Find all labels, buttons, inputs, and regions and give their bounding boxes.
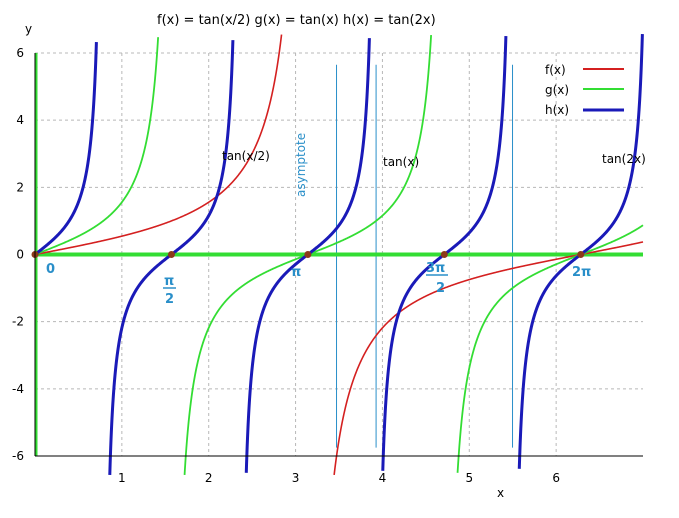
y-axis-label: y <box>25 22 32 36</box>
x-tick-label: 1 <box>118 471 126 485</box>
f-curve-label: tan(x/2) <box>222 149 270 163</box>
h-curve-label: tan(2x) <box>602 152 646 166</box>
two-pi-label: 2π <box>572 265 591 280</box>
legend-label-f: f(x) <box>545 63 566 77</box>
y-tick-label: -2 <box>12 315 24 329</box>
tick-labels: 1 2 3 4 5 6 6 4 2 0 -2 -4 -6 <box>12 46 560 485</box>
three-pi-over-2-denominator: 2 <box>436 281 445 296</box>
point-2π <box>577 251 585 258</box>
x-tick-label: 6 <box>552 471 560 485</box>
pi-over-2-denominator: 2 <box>165 292 174 307</box>
point-π/2 <box>167 251 175 258</box>
point-π <box>304 251 312 258</box>
x-axis-label: x <box>497 486 504 500</box>
y-tick-label: 6 <box>16 46 24 60</box>
legend: f(x) g(x) h(x) <box>545 63 624 117</box>
zero-label: 0 <box>46 262 55 277</box>
marked-points <box>31 251 585 258</box>
x-tick-label: 5 <box>465 471 473 485</box>
chart-title: f(x) = tan(x/2) g(x) = tan(x) h(x) = tan… <box>157 13 436 28</box>
pi-over-2-numerator: π <box>164 274 174 289</box>
y-tick-label: -6 <box>12 449 24 463</box>
x-tick-label: 3 <box>292 471 300 485</box>
y-tick-label: 0 <box>16 248 24 262</box>
legend-label-g: g(x) <box>545 83 569 97</box>
point-3π/2 <box>440 251 448 258</box>
y-tick-label: 4 <box>16 113 24 127</box>
y-tick-label: 2 <box>16 180 24 194</box>
grid <box>35 52 643 456</box>
legend-label-h: h(x) <box>545 103 569 117</box>
plot-frame <box>34 53 643 457</box>
g-curve-label: tan(x) <box>383 155 419 169</box>
x-tick-label: 2 <box>205 471 213 485</box>
three-pi-over-2-numerator: 3π <box>426 261 445 276</box>
x-tick-label: 4 <box>379 471 387 485</box>
y-tick-label: -4 <box>12 382 24 396</box>
pi-label: π <box>291 265 301 280</box>
asymptote-label: asymptote <box>294 133 308 197</box>
series-line-f(x) <box>34 34 644 476</box>
